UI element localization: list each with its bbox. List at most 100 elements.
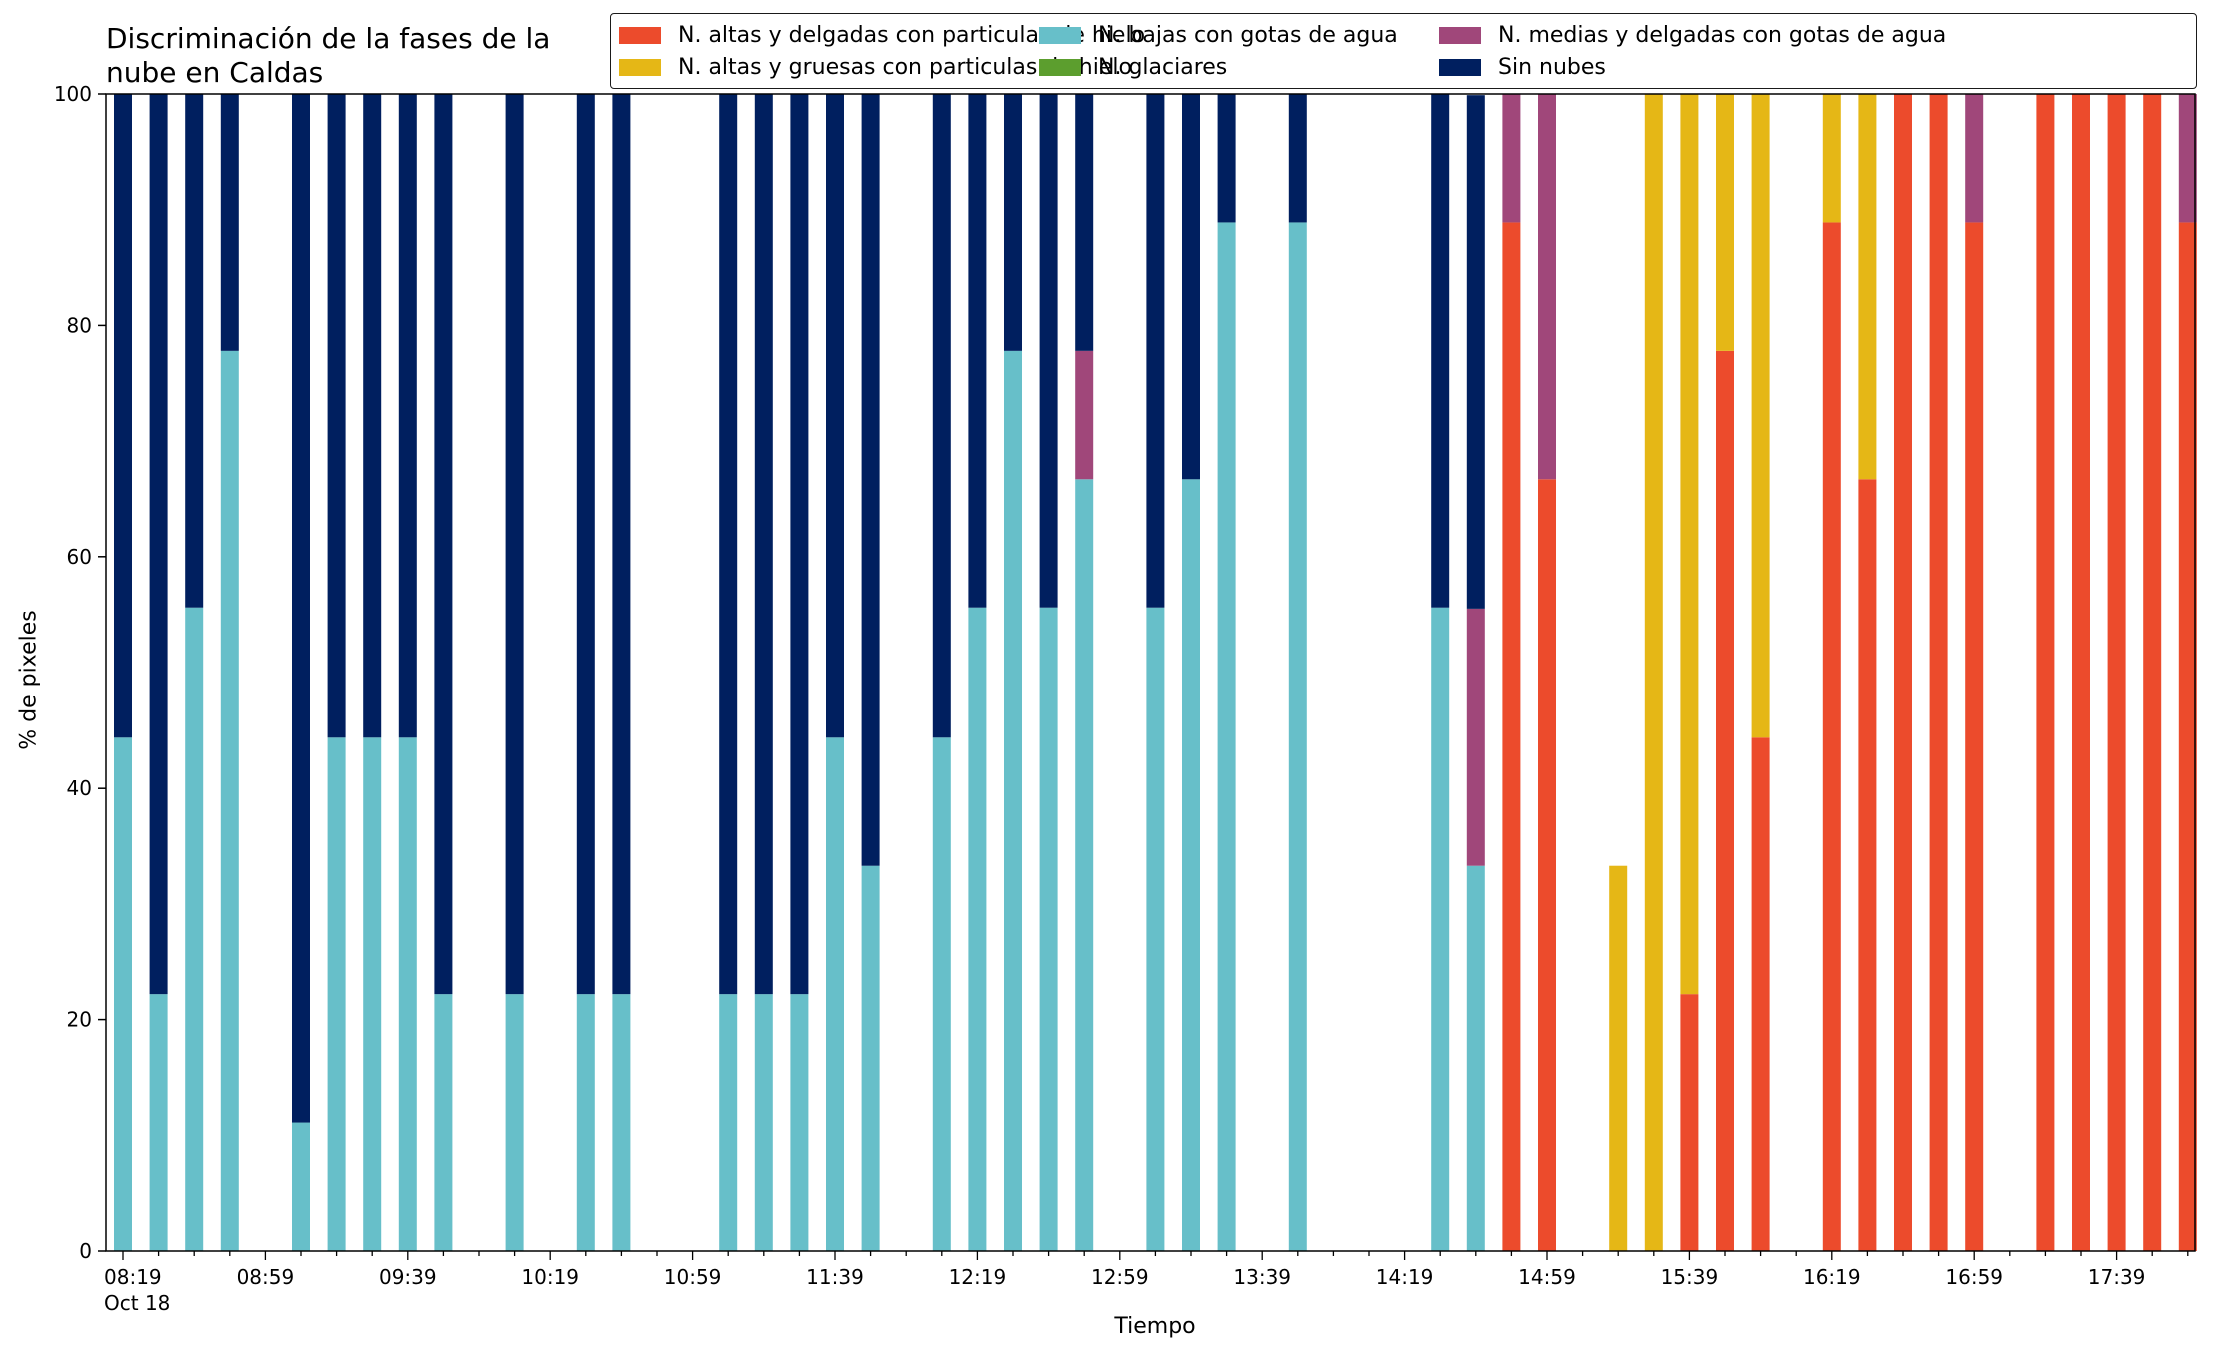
bar-segment-0829-s5 — [149, 94, 168, 995]
x-tick-label: Oct 18 — [104, 1291, 170, 1315]
bar-segment-0849-s5 — [220, 94, 239, 351]
bar-segment-0909-s2 — [292, 1122, 310, 1251]
legend-swatch — [619, 59, 661, 76]
x-tick-label: 10:59 — [664, 1265, 722, 1289]
bar-segment-0839-s2 — [185, 607, 204, 1251]
y-axis-label-wrap: % de pixeles — [16, 0, 46, 1355]
bar-segment-0819-s5 — [114, 94, 132, 738]
bar-segment-1559-s0 — [1751, 737, 1770, 1251]
bar-segment-1249-s5 — [1075, 94, 1094, 351]
legend-label: N. medias y delgadas con gotas de agua — [1498, 23, 1947, 48]
x-tick-label: 16:59 — [1945, 1265, 2003, 1289]
x-axis-label: Tiempo — [1114, 1314, 1196, 1339]
bar-segment-1659-s0 — [1965, 222, 1984, 1252]
bar-segment-1539-s1 — [1680, 94, 1699, 995]
bar-segment-1149-s5 — [861, 94, 880, 866]
bar-segment-1309-s2 — [1146, 607, 1165, 1251]
bar-segment-1119-s2 — [754, 994, 773, 1251]
bar-segment-1249-s4 — [1075, 350, 1094, 480]
bar-segment-1239-s2 — [1039, 607, 1058, 1251]
bar-segment-1549-s1 — [1716, 94, 1734, 351]
bar-segment-0929-s5 — [363, 94, 382, 738]
bar-segment-1149-s2 — [861, 865, 880, 1251]
x-tick-label: 08:59 — [237, 1265, 295, 1289]
bar-segment-1039-s5 — [612, 94, 631, 995]
bar-segment-0829-s2 — [149, 994, 168, 1251]
bar-segment-1109-s2 — [719, 994, 738, 1251]
bar-segment-1439-s4 — [1466, 608, 1485, 866]
bar-segment-0909-s5 — [292, 94, 310, 1123]
y-tick-label: 40 — [67, 776, 92, 800]
y-axis-label: % de pixeles — [16, 610, 42, 750]
bar-segment-1459-s4 — [1538, 94, 1556, 480]
y-tick-label: 20 — [67, 1008, 92, 1032]
x-tick-label: 12:59 — [1091, 1265, 1149, 1289]
bar-segment-1459-s0 — [1538, 479, 1556, 1251]
bar-segment-1329-s2 — [1217, 222, 1236, 1252]
x-tick-label: 10:19 — [521, 1265, 579, 1289]
bar-segment-1219-s5 — [968, 94, 987, 608]
x-tick-label: 14:19 — [1376, 1265, 1434, 1289]
bar-segment-1029-s2 — [576, 994, 595, 1251]
bar-segment-1209-s5 — [932, 94, 951, 738]
bar-segment-1439-s5 — [1466, 95, 1485, 609]
bar-segment-1629-s1 — [1858, 94, 1877, 480]
legend-swatch — [1439, 59, 1481, 76]
bar-segment-1759-s0 — [2178, 222, 2197, 1252]
x-tick-label: 09:39 — [379, 1265, 437, 1289]
x-axis-label-wrap: Tiempo — [0, 1314, 2216, 1339]
bar-segment-1549-s0 — [1716, 350, 1734, 1252]
legend-item: N. glaciares — [1039, 55, 1227, 80]
bar-segment-1449-s0 — [1502, 222, 1521, 1252]
bar-segment-1249-s2 — [1075, 479, 1094, 1251]
bar-segment-1719-s0 — [2036, 94, 2055, 1251]
x-tick-label: 08:19 — [104, 1265, 162, 1289]
bar-segment-1659-s4 — [1965, 94, 1984, 223]
bar-segment-1309-s5 — [1146, 94, 1165, 608]
bar-segment-1539-s0 — [1680, 994, 1699, 1251]
x-tick-label: 14:59 — [1518, 1265, 1576, 1289]
legend-swatch — [1439, 27, 1481, 44]
bar-segment-0949-s2 — [434, 994, 453, 1251]
bar-segment-0919-s5 — [327, 94, 346, 738]
legend-item: N. medias y delgadas con gotas de agua — [1439, 23, 1946, 48]
bar-segment-1349-s2 — [1288, 222, 1307, 1252]
bar-segment-1029-s5 — [576, 94, 595, 995]
bar-segment-1749-s0 — [2143, 94, 2162, 1251]
y-tick-label: 100 — [54, 82, 92, 106]
bar-segment-0819-s2 — [114, 737, 132, 1251]
y-axis: 0 20 40 60 80 100 — [54, 82, 106, 1263]
bar-segment-1109-s5 — [719, 94, 738, 995]
legend-swatch — [1039, 27, 1081, 44]
bar-segment-1759-s4 — [2178, 94, 2197, 223]
plot-frame — [105, 93, 2196, 1252]
bar-segment-0939-s5 — [398, 94, 417, 738]
bar-segment-1349-s5 — [1288, 94, 1307, 223]
bar-segment-0929-s2 — [363, 737, 382, 1251]
legend-label: N. bajas con gotas de agua — [1098, 23, 1398, 48]
bar-segment-1139-s2 — [826, 737, 844, 1251]
x-tick-label: 12:19 — [949, 1265, 1007, 1289]
bar-segment-1739-s0 — [2107, 94, 2126, 1251]
bar-segment-1139-s5 — [826, 94, 844, 738]
bar-segment-1529-s1 — [1644, 94, 1663, 1251]
bar-segment-1129-s5 — [790, 94, 809, 995]
legend-item: N. bajas con gotas de agua — [1039, 23, 1398, 48]
bar-segment-1129-s2 — [790, 994, 809, 1251]
chart-title: Discriminación de la fases de la nube en… — [106, 22, 551, 89]
bar-segment-1639-s0 — [1894, 94, 1912, 1251]
bar-segment-1229-s5 — [1004, 94, 1022, 351]
legend-item: Sin nubes — [1439, 55, 1606, 80]
bar-segment-0919-s2 — [327, 737, 346, 1251]
bar-segment-1229-s2 — [1004, 350, 1022, 1252]
bar-segment-1319-s5 — [1182, 94, 1200, 480]
bars-group — [114, 94, 2197, 1252]
bar-segment-1119-s5 — [754, 94, 773, 995]
y-tick-label: 0 — [79, 1239, 92, 1263]
bar-segment-1449-s4 — [1502, 94, 1521, 223]
bar-segment-1619-s1 — [1822, 94, 1841, 223]
x-tick-label: 13:39 — [1233, 1265, 1291, 1289]
chart-legend: N. altas y delgadas con particulas de hi… — [610, 13, 2197, 89]
y-tick-label: 60 — [67, 545, 92, 569]
